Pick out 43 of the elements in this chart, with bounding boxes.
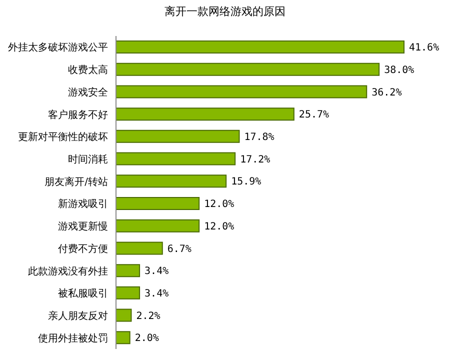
bar (116, 174, 227, 188)
y-tick-label: 外挂太多破坏游戏公平 (8, 42, 108, 54)
data-label: 3.4% (144, 266, 169, 278)
bar (116, 308, 132, 322)
bar (116, 152, 236, 166)
y-tick-label: 被私服吸引 (58, 288, 108, 300)
data-label: 15.9% (231, 176, 262, 188)
y-tick-label: 时间消耗 (68, 154, 108, 166)
data-label: 12.0% (204, 199, 234, 210)
y-tick-label: 客户服务不好 (48, 108, 108, 121)
y-tick-label: 更新对平衡性的破坏 (18, 131, 108, 144)
bar (116, 286, 140, 300)
bar (116, 242, 163, 255)
y-tick-label: 游戏安全 (68, 86, 108, 98)
y-tick-label: 付费不方便 (58, 242, 108, 255)
bar (116, 130, 240, 143)
bar (116, 108, 294, 121)
bar (116, 264, 140, 278)
y-tick-label: 此款游戏没有外挂 (28, 265, 108, 278)
y-tick-label: 亲人朋友反对 (48, 310, 108, 322)
bar (116, 197, 200, 210)
data-label: 2.2% (136, 310, 160, 322)
bar (116, 219, 200, 232)
data-label: 17.2% (240, 154, 270, 166)
data-label: 2.0% (134, 333, 159, 344)
bar (116, 62, 380, 76)
bar (116, 331, 130, 344)
data-label: 3.4% (144, 288, 169, 300)
bar (116, 40, 404, 54)
data-label: 17.8% (244, 132, 274, 143)
y-tick-label: 游戏更新慢 (58, 220, 108, 233)
data-label: 36.2% (372, 87, 402, 98)
data-label: 41.6% (409, 42, 440, 54)
data-label: 12.0% (204, 221, 234, 232)
chart-title: 离开一款网络游戏的原因 (164, 4, 286, 19)
bar (116, 85, 368, 98)
y-tick-label: 朋友离开/转站 (44, 176, 108, 188)
y-tick-label: 收费太高 (68, 64, 108, 76)
y-tick-label: 使用外挂被处罚 (38, 332, 108, 344)
data-label: 6.7% (167, 244, 192, 255)
y-tick-label: 新游戏吸引 (58, 198, 108, 210)
data-label: 25.7% (298, 110, 330, 121)
data-label: 38.0% (384, 64, 414, 76)
